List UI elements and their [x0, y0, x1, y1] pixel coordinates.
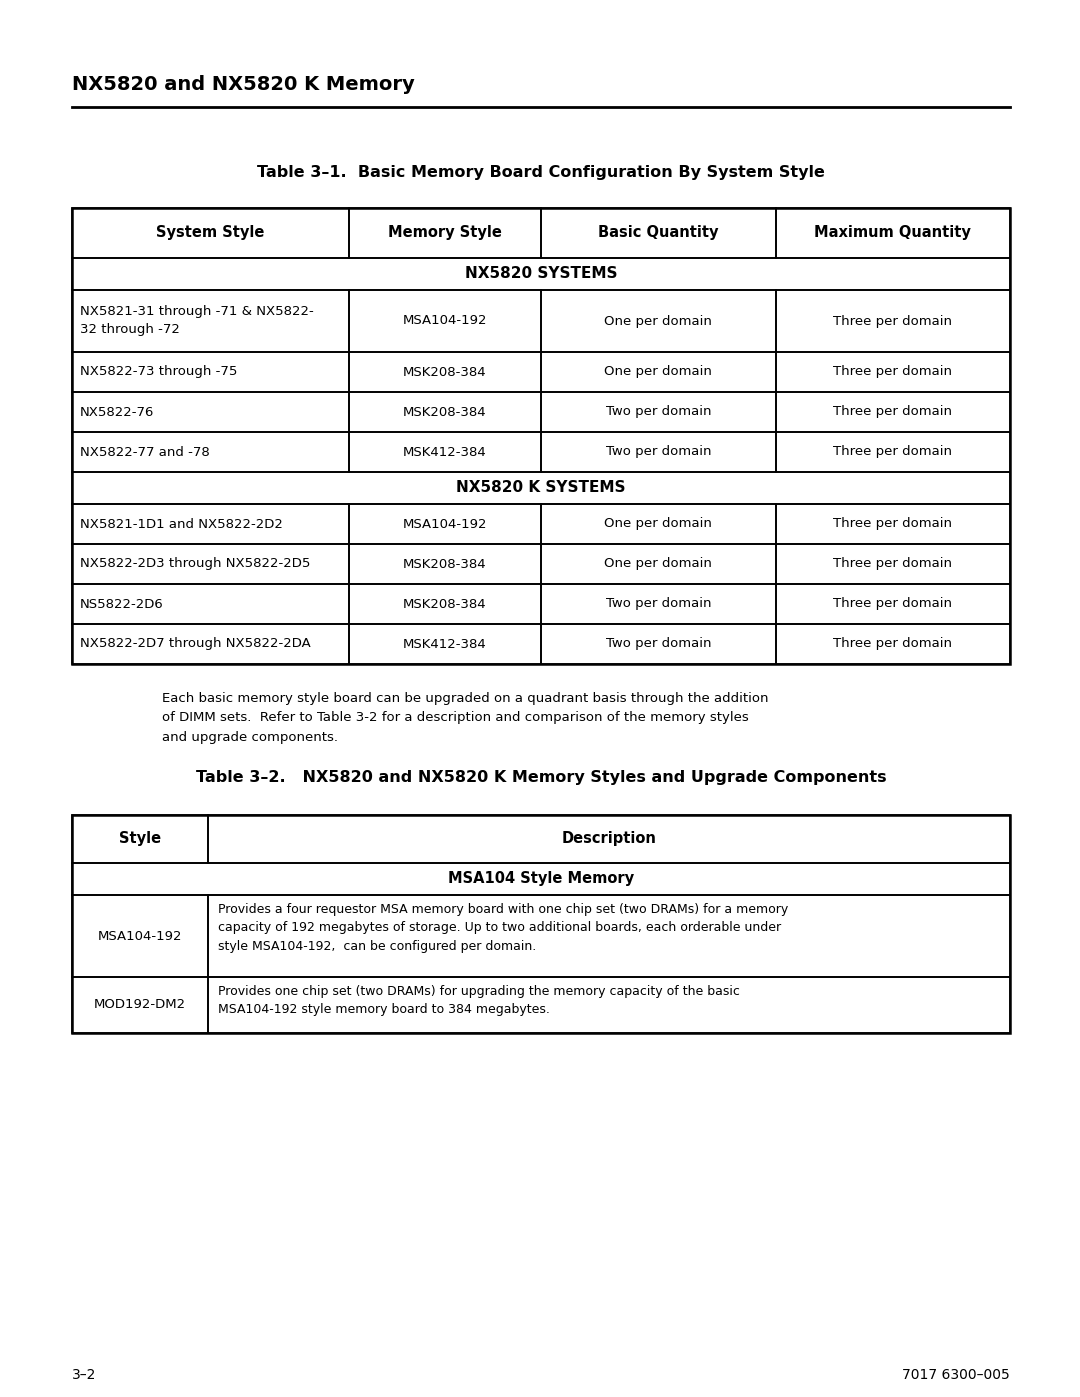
- Bar: [349, 352, 541, 393]
- Bar: [349, 584, 541, 624]
- Text: Style: Style: [119, 831, 161, 847]
- Bar: [72, 432, 349, 472]
- Bar: [775, 543, 1010, 584]
- Text: NX5820 K SYSTEMS: NX5820 K SYSTEMS: [456, 481, 625, 496]
- Text: MSA104-192: MSA104-192: [403, 314, 487, 327]
- Bar: [208, 814, 1010, 863]
- Bar: [541, 393, 775, 432]
- Text: 7017 6300–005: 7017 6300–005: [902, 1368, 1010, 1382]
- Text: Two per domain: Two per domain: [606, 446, 711, 458]
- Bar: [775, 584, 1010, 624]
- Text: Three per domain: Three per domain: [834, 637, 953, 651]
- Text: Description: Description: [562, 831, 657, 847]
- Text: NX5822-2D7 through NX5822-2DA: NX5822-2D7 through NX5822-2DA: [80, 637, 311, 651]
- Bar: [72, 393, 349, 432]
- Bar: [541, 208, 775, 258]
- Bar: [349, 504, 541, 543]
- Bar: [541, 291, 775, 352]
- Bar: [72, 504, 349, 543]
- Text: NX5821-1D1 and NX5822-2D2: NX5821-1D1 and NX5822-2D2: [80, 517, 283, 531]
- Text: One per domain: One per domain: [605, 517, 712, 531]
- Bar: [72, 863, 1010, 895]
- Text: Table 3–1.  Basic Memory Board Configuration By System Style: Table 3–1. Basic Memory Board Configurat…: [257, 165, 825, 180]
- Text: NX5822-2D3 through NX5822-2D5: NX5822-2D3 through NX5822-2D5: [80, 557, 310, 570]
- Bar: [541, 504, 775, 543]
- Bar: [72, 208, 349, 258]
- Text: MSA104-192: MSA104-192: [98, 929, 183, 943]
- Bar: [72, 352, 349, 393]
- Bar: [541, 352, 775, 393]
- Text: MOD192-DM2: MOD192-DM2: [94, 999, 186, 1011]
- Bar: [775, 352, 1010, 393]
- Text: MSK208-384: MSK208-384: [403, 366, 487, 379]
- Text: NX5822-76: NX5822-76: [80, 405, 154, 419]
- Text: Maximum Quantity: Maximum Quantity: [814, 225, 971, 240]
- Bar: [349, 624, 541, 664]
- Bar: [541, 624, 775, 664]
- Text: Three per domain: Three per domain: [834, 557, 953, 570]
- Text: NS5822-2D6: NS5822-2D6: [80, 598, 164, 610]
- Text: System Style: System Style: [157, 225, 265, 240]
- Text: Provides one chip set (two DRAMs) for upgrading the memory capacity of the basic: Provides one chip set (two DRAMs) for up…: [218, 985, 740, 1017]
- Bar: [775, 291, 1010, 352]
- Text: MSK208-384: MSK208-384: [403, 405, 487, 419]
- Bar: [349, 393, 541, 432]
- Text: MSA104 Style Memory: MSA104 Style Memory: [448, 872, 634, 887]
- Text: Two per domain: Two per domain: [606, 598, 711, 610]
- Bar: [208, 977, 1010, 1032]
- Bar: [72, 814, 1010, 1032]
- Bar: [72, 543, 349, 584]
- Bar: [775, 432, 1010, 472]
- Text: NX5822-77 and -78: NX5822-77 and -78: [80, 446, 210, 458]
- Bar: [541, 584, 775, 624]
- Bar: [775, 208, 1010, 258]
- Text: Two per domain: Two per domain: [606, 405, 711, 419]
- Bar: [72, 208, 1010, 664]
- Bar: [72, 814, 208, 863]
- Text: 3–2: 3–2: [72, 1368, 96, 1382]
- Text: Each basic memory style board can be upgraded on a quadrant basis through the ad: Each basic memory style board can be upg…: [162, 692, 769, 745]
- Bar: [72, 472, 1010, 504]
- Text: Two per domain: Two per domain: [606, 637, 711, 651]
- Bar: [541, 543, 775, 584]
- Text: One per domain: One per domain: [605, 314, 712, 327]
- Bar: [775, 393, 1010, 432]
- Text: MSK412-384: MSK412-384: [403, 637, 487, 651]
- Text: Three per domain: Three per domain: [834, 314, 953, 327]
- Text: MSK208-384: MSK208-384: [403, 598, 487, 610]
- Text: One per domain: One per domain: [605, 557, 712, 570]
- Bar: [72, 258, 1010, 291]
- Bar: [775, 624, 1010, 664]
- Text: Basic Quantity: Basic Quantity: [598, 225, 718, 240]
- Text: MSK412-384: MSK412-384: [403, 446, 487, 458]
- Text: One per domain: One per domain: [605, 366, 712, 379]
- Text: NX5820 SYSTEMS: NX5820 SYSTEMS: [464, 267, 618, 282]
- Text: MSA104-192: MSA104-192: [403, 517, 487, 531]
- Bar: [72, 291, 349, 352]
- Bar: [72, 977, 208, 1032]
- Bar: [349, 208, 541, 258]
- Text: Three per domain: Three per domain: [834, 366, 953, 379]
- Bar: [775, 504, 1010, 543]
- Text: Provides a four requestor MSA memory board with one chip set (two DRAMs) for a m: Provides a four requestor MSA memory boa…: [218, 902, 788, 953]
- Text: Three per domain: Three per domain: [834, 405, 953, 419]
- Text: Three per domain: Three per domain: [834, 598, 953, 610]
- Bar: [349, 543, 541, 584]
- Bar: [72, 624, 349, 664]
- Bar: [208, 895, 1010, 977]
- Text: NX5821-31 through -71 & NX5822-
32 through -72: NX5821-31 through -71 & NX5822- 32 throu…: [80, 306, 314, 337]
- Bar: [349, 291, 541, 352]
- Text: Memory Style: Memory Style: [388, 225, 502, 240]
- Text: NX5820 and NX5820 K Memory: NX5820 and NX5820 K Memory: [72, 75, 415, 94]
- Bar: [349, 432, 541, 472]
- Text: Table 3–2.   NX5820 and NX5820 K Memory Styles and Upgrade Components: Table 3–2. NX5820 and NX5820 K Memory St…: [195, 770, 887, 785]
- Text: MSK208-384: MSK208-384: [403, 557, 487, 570]
- Text: Three per domain: Three per domain: [834, 446, 953, 458]
- Text: Three per domain: Three per domain: [834, 517, 953, 531]
- Text: NX5822-73 through -75: NX5822-73 through -75: [80, 366, 238, 379]
- Bar: [541, 432, 775, 472]
- Bar: [72, 584, 349, 624]
- Bar: [72, 895, 208, 977]
